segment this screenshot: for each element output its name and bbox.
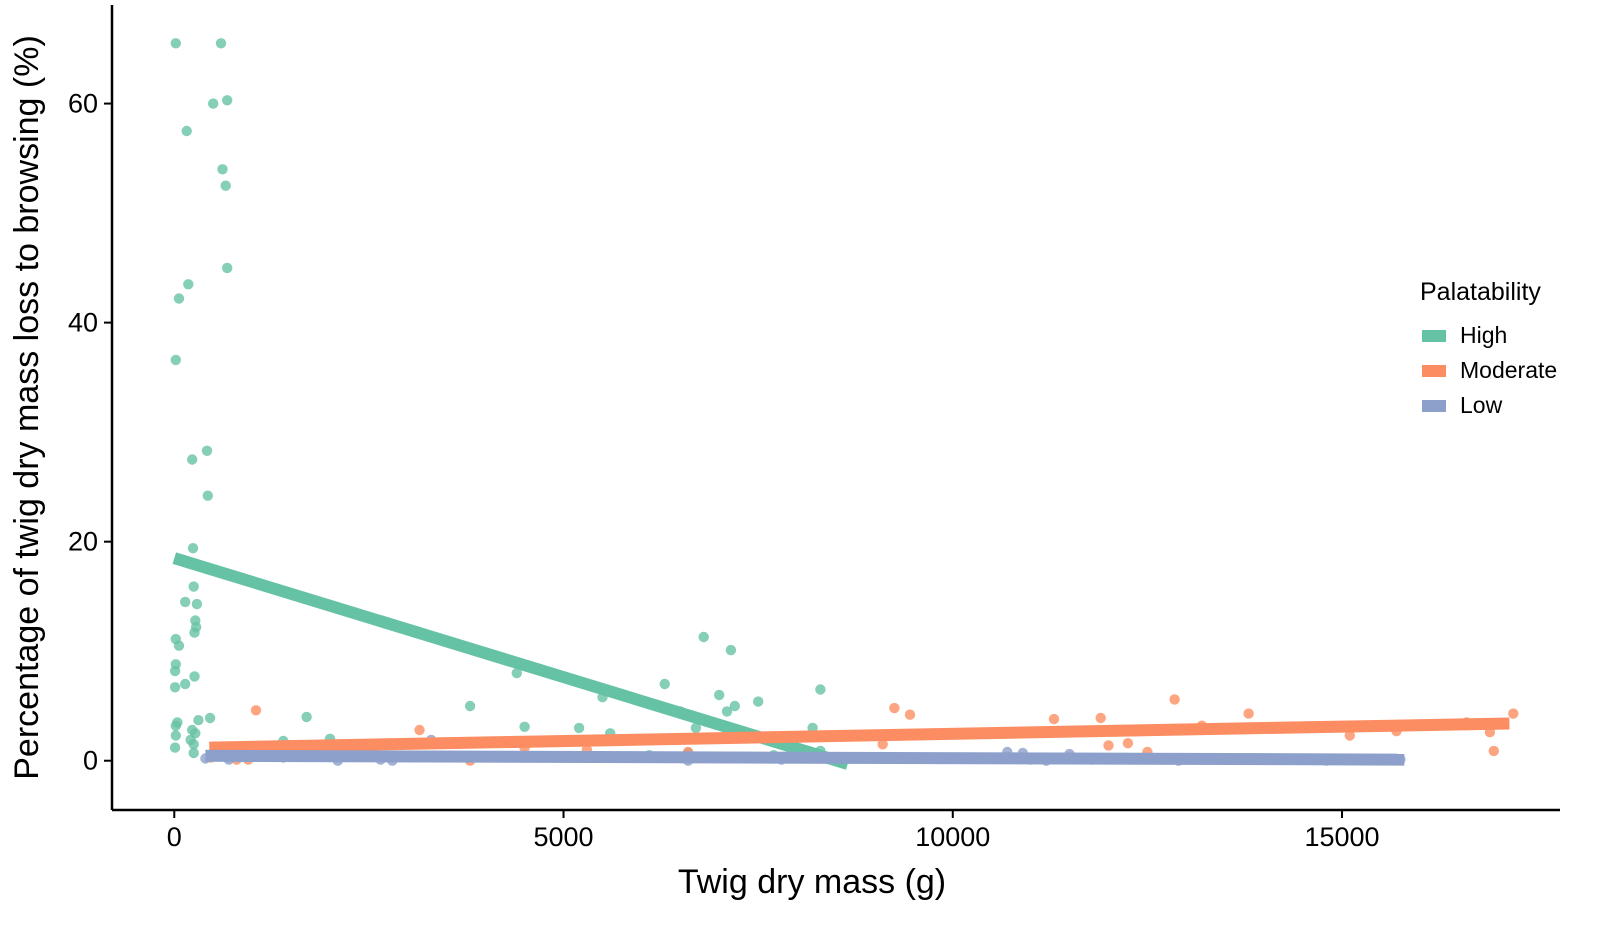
data-point-high-25 bbox=[189, 671, 200, 682]
data-point-moderate-12 bbox=[1048, 713, 1060, 725]
x-axis-title: Twig dry mass (g) bbox=[678, 863, 946, 901]
data-point-high-50 bbox=[690, 722, 702, 734]
data-point-high-51 bbox=[698, 631, 709, 643]
data-point-high-30 bbox=[193, 715, 204, 726]
trend-line-low bbox=[205, 749, 1405, 766]
data-point-high-39 bbox=[301, 711, 312, 723]
data-point-moderate-10 bbox=[889, 702, 900, 714]
data-point-high-43 bbox=[511, 667, 522, 679]
data-point-high-20 bbox=[189, 627, 200, 638]
data-point-moderate-17 bbox=[1169, 694, 1180, 705]
data-point-high-12 bbox=[187, 454, 198, 465]
data-point-high-5 bbox=[217, 164, 228, 175]
data-point-high-2 bbox=[208, 98, 219, 109]
data-point-moderate-24 bbox=[1488, 745, 1500, 757]
x-tick-label-3: 15000 bbox=[1304, 822, 1379, 852]
trend-line-moderate bbox=[209, 717, 1510, 754]
data-point-moderate-15 bbox=[1122, 738, 1134, 749]
data-point-moderate-9 bbox=[877, 739, 888, 750]
data-point-moderate-13 bbox=[1095, 712, 1106, 724]
legend-title: Palatability bbox=[1420, 278, 1541, 306]
data-point-high-29 bbox=[170, 720, 181, 731]
data-point-moderate-20 bbox=[1344, 730, 1356, 741]
data-point-high-16 bbox=[180, 596, 191, 608]
data-point-high-31 bbox=[204, 712, 216, 724]
y-tick-label-1: 20 bbox=[68, 527, 98, 557]
data-point-high-6 bbox=[220, 180, 231, 191]
x-tick-label-1: 5000 bbox=[533, 822, 593, 852]
y-axis-title: Percentage of twig dry mass loss to brow… bbox=[8, 35, 46, 780]
data-point-high-36 bbox=[188, 739, 199, 750]
data-point-high-57 bbox=[815, 684, 826, 695]
data-point-high-14 bbox=[187, 543, 199, 554]
legend-label-low: Low bbox=[1460, 392, 1503, 418]
data-point-high-9 bbox=[173, 293, 185, 304]
data-point-high-56 bbox=[753, 696, 764, 707]
y-tick-label-0: 0 bbox=[83, 746, 98, 776]
data-point-high-15 bbox=[188, 581, 199, 592]
y-tick-label-2: 40 bbox=[68, 308, 98, 338]
data-point-high-45 bbox=[573, 722, 585, 734]
data-point-high-27 bbox=[169, 682, 181, 693]
data-point-high-0 bbox=[170, 38, 181, 49]
data-point-high-53 bbox=[721, 706, 733, 717]
data-point-high-38 bbox=[188, 747, 199, 759]
data-point-high-42 bbox=[464, 700, 476, 712]
axes-layer: 0 5000 10000 15000 0 20 40 60 Twig dry mass (g) P… bbox=[8, 5, 1560, 901]
legend: Palatability High Moderate Low bbox=[1420, 278, 1557, 418]
x-tick-label-0: 0 bbox=[167, 822, 182, 852]
data-point-high-8 bbox=[183, 279, 194, 290]
data-point-high-55 bbox=[729, 700, 740, 712]
x-tick-label-2: 10000 bbox=[915, 822, 990, 852]
data-point-moderate-11 bbox=[904, 709, 916, 720]
trend-line-high bbox=[172, 552, 850, 770]
data-point-high-7 bbox=[222, 262, 233, 274]
data-point-moderate-14 bbox=[1103, 740, 1114, 751]
data-point-high-44 bbox=[519, 721, 530, 732]
data-point-high-1 bbox=[215, 38, 227, 49]
data-point-high-26 bbox=[180, 678, 191, 690]
data-point-high-13 bbox=[202, 490, 213, 501]
data-point-high-54 bbox=[725, 644, 737, 656]
data-point-high-11 bbox=[201, 445, 213, 456]
data-point-moderate-25 bbox=[1508, 708, 1519, 719]
data-point-high-17 bbox=[191, 598, 203, 610]
data-point-high-3 bbox=[222, 95, 233, 106]
trend-layer bbox=[172, 552, 1510, 770]
data-point-high-24 bbox=[169, 665, 181, 677]
data-point-moderate-3 bbox=[250, 705, 262, 716]
data-point-high-48 bbox=[659, 678, 670, 690]
legend-label-high: High bbox=[1460, 322, 1507, 348]
y-tick-label-3: 60 bbox=[68, 89, 98, 119]
legend-swatch-low bbox=[1422, 400, 1446, 412]
legend-swatch-high bbox=[1422, 330, 1446, 342]
data-point-moderate-19 bbox=[1243, 708, 1254, 719]
data-point-high-10 bbox=[170, 354, 181, 366]
legend-label-moderate: Moderate bbox=[1460, 357, 1557, 383]
points-layer bbox=[169, 38, 1519, 766]
data-point-high-4 bbox=[181, 125, 192, 137]
data-point-high-35 bbox=[170, 730, 181, 741]
data-point-moderate-4 bbox=[414, 724, 425, 736]
data-point-high-37 bbox=[169, 742, 181, 753]
data-point-high-22 bbox=[173, 640, 185, 651]
data-point-high-52 bbox=[714, 689, 725, 701]
legend-swatch-moderate bbox=[1422, 365, 1446, 377]
